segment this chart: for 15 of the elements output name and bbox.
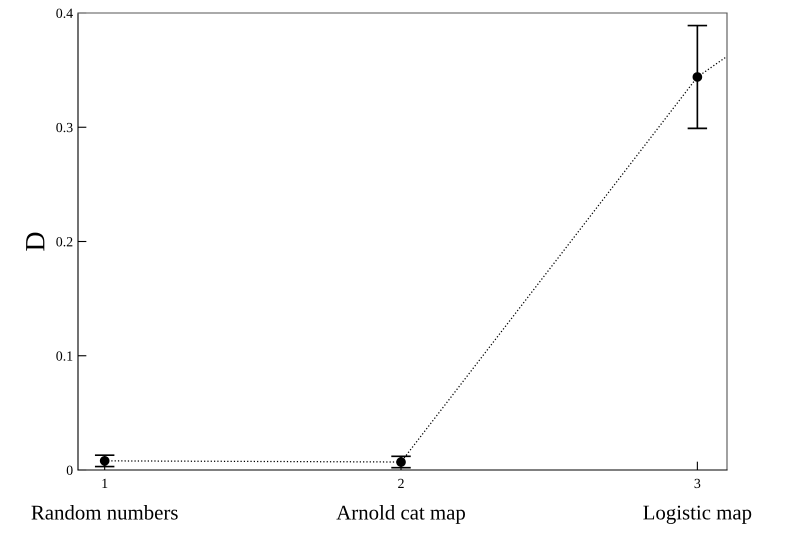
y-tick-label: 0.2 — [56, 237, 72, 247]
y-tick-label: 0.1 — [56, 351, 72, 361]
text: Arnold cat map — [336, 505, 465, 524]
y-tick-label: 0.4 — [56, 8, 73, 18]
x-tick-label: 2 — [398, 478, 404, 488]
text: Random numbers — [31, 505, 178, 520]
point — [692, 72, 702, 82]
text: Logistic map — [643, 506, 752, 524]
y-axis-title: D — [26, 232, 44, 251]
point — [396, 457, 406, 467]
y-tick-label: 0 — [66, 466, 73, 475]
x-tick-label: 1 — [102, 478, 108, 488]
y-tick-label: 0.3 — [56, 122, 73, 132]
x-tick-label: 3 — [694, 478, 700, 488]
point — [100, 456, 110, 466]
